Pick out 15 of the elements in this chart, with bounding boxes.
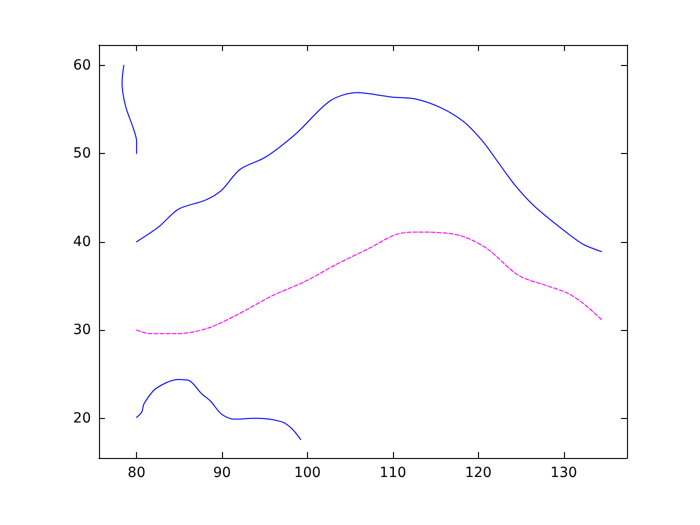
y-tick-label: 30 (73, 322, 91, 338)
line-series (136, 92, 602, 252)
line-series (136, 232, 602, 334)
x-tick-label: 80 (128, 465, 146, 481)
y-tick-label: 20 (73, 410, 91, 426)
x-tick-label: 100 (294, 465, 321, 481)
x-tick-label: 90 (213, 465, 231, 481)
y-tick-label: 40 (73, 234, 91, 250)
x-tick-label: 120 (464, 465, 492, 481)
x-tick-label: 130 (550, 465, 578, 481)
y-tick-label: 50 (73, 146, 91, 162)
y-tick-label: 60 (73, 57, 91, 74)
line-series (122, 64, 138, 154)
line-series (136, 378, 302, 440)
x-tick-label: 110 (380, 465, 406, 481)
